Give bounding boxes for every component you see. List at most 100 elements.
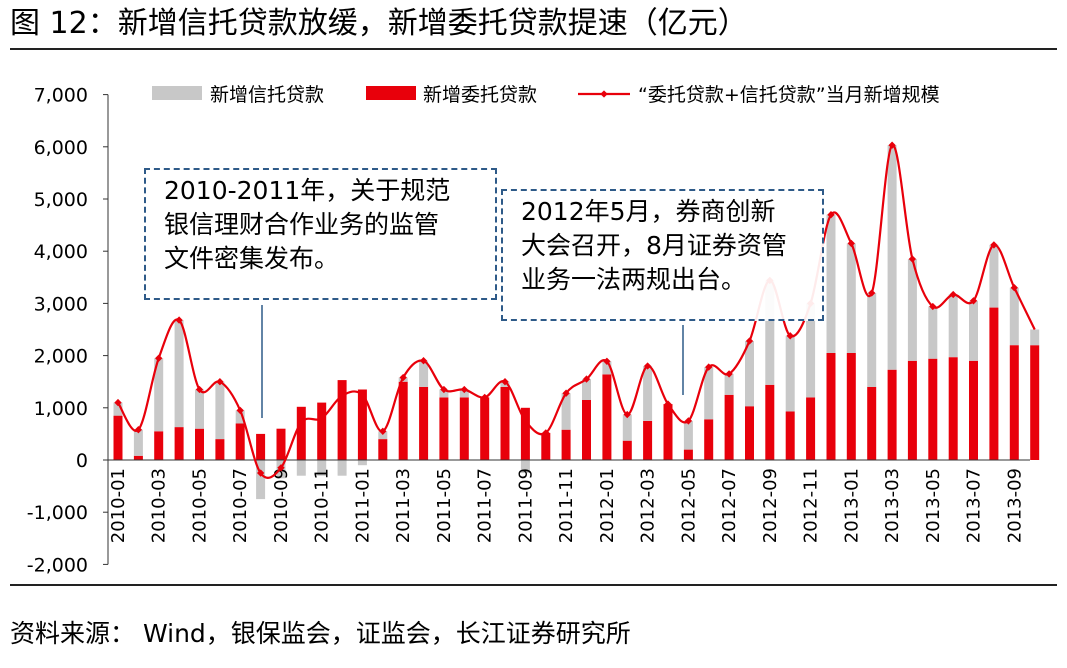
bar-trust-2012-09 <box>765 280 775 385</box>
bar-trust-2013-08 <box>989 244 999 308</box>
x-tick-label: 2011-01 <box>352 468 373 543</box>
axes-layer: -2,000 -1,000 0 1,000 2,000 3,000 4,000 5,000 6,… <box>27 85 1030 576</box>
bar-entrust-2013-09 <box>1009 345 1019 460</box>
line-marker-2011-09 <box>521 417 530 425</box>
line-marker-2012-06 <box>705 363 713 371</box>
bar-entrust-2010-12 <box>337 380 347 460</box>
x-tick-label: 2012-05 <box>678 468 699 543</box>
bar-trust-2010-07 <box>235 410 245 424</box>
bar-trust-2012-07 <box>724 373 734 395</box>
bar-entrust-2011-06 <box>459 397 469 460</box>
line-marker-2010-09 <box>277 464 285 472</box>
bar-entrust-2011-09 <box>520 407 530 460</box>
line-marker-2012-04 <box>664 400 672 408</box>
x-tick-label: 2010-09 <box>271 468 292 543</box>
bar-trust-2013-01 <box>846 243 856 353</box>
annotation-regulation-2010-2011: 2010-2011年，关于规范 银信理财合作业务的监管 文件密集发布。 <box>144 168 497 300</box>
line-marker-2010-07 <box>236 406 244 415</box>
line-marker-2013-04 <box>908 255 917 263</box>
bar-entrust-2013-04 <box>907 360 917 460</box>
bar-entrust-2010-03 <box>154 431 164 460</box>
line-marker-2011-11 <box>562 389 570 397</box>
bar-trust-2012-02 <box>622 414 632 441</box>
bar-trust-2010-03 <box>154 358 164 432</box>
bar-entrust-2013-08 <box>989 307 999 460</box>
line-marker-2012-07 <box>725 370 733 378</box>
bar-trust-2011-04 <box>419 360 429 387</box>
line-marker-2011-10 <box>542 429 550 437</box>
bar-entrust-2010-06 <box>215 439 225 460</box>
x-tick-label: 2013-01 <box>841 468 862 543</box>
bar-trust-2012-06 <box>704 367 714 420</box>
bar-trust-2012-08 <box>745 341 754 407</box>
line-marker-2010-12 <box>338 392 346 400</box>
line-marker-2013-05 <box>929 302 937 311</box>
bar-trust-2013-07 <box>969 300 978 361</box>
y-tick-label: 6,000 <box>34 137 88 159</box>
x-tick-label: 2012-09 <box>760 468 781 543</box>
x-tick-label: 2011-09 <box>515 468 536 543</box>
bar-trust-2011-02 <box>378 431 388 440</box>
bar-entrust-2011-11 <box>561 429 571 460</box>
bar-trust-2011-11 <box>561 393 571 430</box>
bar-entrust-2013-07 <box>969 360 978 460</box>
bar-trust-2013-03 <box>887 145 897 370</box>
y-tick-label: 7,000 <box>34 85 88 107</box>
bar-trust-2010-02 <box>133 429 143 456</box>
legend-label-entrust: 新增委托贷款 <box>423 84 537 106</box>
bar-trust-2013-04 <box>907 259 917 361</box>
legend-swatch-trust <box>152 86 202 100</box>
bar-entrust-2012-08 <box>745 406 754 460</box>
x-tick-label: 2010-03 <box>149 468 170 543</box>
bar-entrust-2011-10 <box>541 432 551 460</box>
bar-entrust-2010-07 <box>235 423 245 460</box>
bar-trust-2010-04 <box>174 320 184 428</box>
x-tick-label: 2013-07 <box>964 468 985 543</box>
bar-entrust-2011-12 <box>582 400 591 460</box>
bar-trust-2013-10 <box>1030 329 1040 346</box>
legend: 新增信托贷款 新增委托贷款 “委托贷款+信托贷款”当月新增规模 <box>152 84 940 106</box>
bar-trust-2010-10 <box>296 460 306 476</box>
x-tick-label: 2011-03 <box>393 468 414 543</box>
annotation-line: 业务一法两规出台。 <box>521 265 747 294</box>
line-marker-2010-01 <box>114 398 122 407</box>
line-marker-2010-02 <box>134 426 143 434</box>
x-tick-label: 2013-03 <box>882 468 903 543</box>
bar-trust-2013-02 <box>867 293 877 387</box>
bar-trust-2010-01 <box>113 402 123 416</box>
line-marker-2013-08 <box>990 241 998 249</box>
bar-entrust-2013-05 <box>928 358 938 460</box>
bar-entrust-2012-12 <box>826 353 836 460</box>
source-note: 资料来源： Wind，银保监会，证监会，长江证券研究所 <box>10 619 631 648</box>
bar-entrust-2011-04 <box>419 386 429 460</box>
x-tick-label: 2012-01 <box>597 468 618 543</box>
bar-entrust-2013-01 <box>846 353 856 460</box>
line-marker-2011-01 <box>358 391 367 399</box>
bar-trust-2012-01 <box>602 361 612 375</box>
bar-entrust-2013-02 <box>867 386 877 460</box>
bar-entrust-2011-02 <box>378 439 388 460</box>
line-marker-2013-06 <box>949 290 957 299</box>
bar-entrust-2010-09 <box>276 428 286 460</box>
y-tick-label: 1,000 <box>34 398 88 420</box>
line-marker-2012-10 <box>786 332 794 340</box>
bar-trust-2011-01 <box>357 460 367 466</box>
line-marker-2011-05 <box>440 385 448 394</box>
bar-trust-2011-09 <box>520 460 530 474</box>
bar-trust-2010-11 <box>317 460 327 476</box>
bar-trust-2012-12 <box>826 214 836 353</box>
x-tick-label: 2011-05 <box>434 468 455 543</box>
bar-entrust-2012-01 <box>602 374 612 460</box>
bar-entrust-2013-10 <box>1030 345 1040 460</box>
y-tick-label: 5,000 <box>34 189 88 211</box>
bar-trust-2011-06 <box>459 389 469 398</box>
bar-entrust-2011-01 <box>357 389 367 460</box>
x-tick-label: 2012-07 <box>719 468 740 543</box>
annotation-line: 2010-2011年，关于规范 <box>164 176 451 205</box>
x-tick-label: 2012-11 <box>801 468 822 543</box>
y-tick-label: -1,000 <box>27 502 88 524</box>
bar-entrust-2010-05 <box>195 428 204 460</box>
y-tick-label: 2,000 <box>34 346 88 368</box>
bar-entrust-2010-11 <box>317 402 327 460</box>
x-tick-label: 2010-11 <box>312 468 333 543</box>
